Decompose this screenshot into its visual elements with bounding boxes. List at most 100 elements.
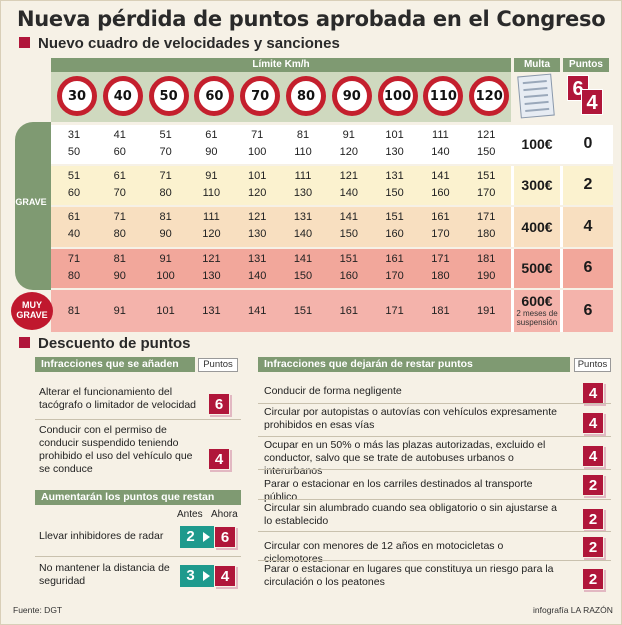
- fine-document-icon: [517, 73, 555, 119]
- speed-cell: 161 170: [372, 251, 418, 285]
- divider: [258, 560, 611, 561]
- divider: [35, 419, 241, 420]
- speed-to: 190: [477, 270, 496, 282]
- speed-limit-sign-7: 100: [377, 76, 418, 116]
- speed-to: 80: [159, 187, 172, 199]
- speed-cell: 131: [188, 303, 234, 320]
- speed-cell: 81 110: [280, 127, 326, 161]
- speed-to: 100: [156, 270, 175, 282]
- points-value: 2: [583, 176, 593, 193]
- stop-item-text: Circular con menores de 12 años en motoc…: [264, 540, 504, 565]
- stop-item-text: Parar o estacionar en lugares que consti…: [264, 563, 554, 588]
- stop-item-text: Ocupar en un 50% o más las plazas autori…: [264, 439, 546, 477]
- speed-cell: 151 160: [372, 209, 418, 243]
- speed-to: 180: [431, 270, 450, 282]
- speed-from: 61: [113, 170, 126, 182]
- speed-cell: 121 130: [234, 209, 280, 243]
- speed-to: 160: [339, 270, 358, 282]
- speed-from: 141: [248, 304, 267, 317]
- speed-from: 61: [205, 129, 218, 141]
- speed-cell: 111 130: [280, 168, 326, 202]
- stop-item-points: 4: [582, 412, 604, 434]
- speed-cell: 131 150: [372, 168, 418, 202]
- speed-to: 130: [385, 146, 404, 158]
- speed-to: 90: [205, 146, 218, 158]
- stop-item-text: Parar o estacionar en los carriles desti…: [264, 478, 533, 503]
- speed-cell: 171: [372, 303, 418, 320]
- speed-to: 100: [248, 146, 267, 158]
- column-separator: [560, 125, 563, 164]
- increased-item-1-after: 6: [214, 526, 236, 548]
- speed-to: 150: [339, 228, 358, 240]
- speed-to: 140: [339, 187, 358, 199]
- page-title: Nueva pérdida de puntos aprobada en el C…: [17, 7, 606, 31]
- speed-from: 121: [339, 170, 358, 182]
- speed-cell: 131 140: [234, 251, 280, 285]
- speed-from: 171: [477, 211, 496, 223]
- speed-row-2: 61 40 71 80 81 90 111 120 121 130 131 140 141 150 151 1…: [51, 207, 613, 247]
- speed-from: 131: [385, 170, 404, 182]
- fine-note: 2 meses de suspensión: [516, 309, 558, 327]
- speed-from: 71: [159, 170, 172, 182]
- multa-header: Multa: [514, 58, 560, 72]
- section-title-descuento: Descuento de puntos: [19, 335, 191, 352]
- added-item-1-points: 6: [208, 393, 230, 415]
- divider: [258, 499, 611, 500]
- speed-from: 111: [203, 211, 220, 223]
- speed-to: 120: [248, 187, 267, 199]
- speed-cell: 101 130: [372, 127, 418, 161]
- speed-to: 110: [202, 187, 221, 199]
- divider: [35, 556, 241, 557]
- points-cards-icon: 6 4: [567, 75, 605, 119]
- stop-item-text: Circular sin alumbrado cuando sea obliga…: [264, 502, 557, 527]
- speed-from: 41: [113, 129, 126, 141]
- speed-to: 80: [113, 228, 126, 240]
- speed-cell: 51 70: [143, 127, 189, 161]
- credit-note: infografía LA RAZÓN: [533, 605, 613, 615]
- column-separator: [560, 290, 563, 332]
- speed-cell: 91 100: [143, 251, 189, 285]
- grave-label: GRAVE: [15, 197, 47, 207]
- speed-cell: 41 60: [97, 127, 143, 161]
- added-item-1-text: Alterar el funcionamiento del tacógrafo …: [39, 386, 197, 411]
- speed-to: 120: [339, 146, 358, 158]
- source-note: Fuente: DGT: [13, 605, 63, 615]
- speed-cell: 61 90: [188, 127, 234, 161]
- speed-to: 150: [293, 270, 313, 282]
- speed-limit-sign-6: 90: [331, 76, 372, 116]
- stop-item-points: 2: [582, 536, 604, 558]
- divider: [258, 403, 611, 404]
- speed-from: 171: [431, 253, 450, 265]
- speed-from: 101: [385, 129, 404, 141]
- points-value: 6: [583, 301, 593, 319]
- speed-to: 90: [159, 228, 172, 240]
- speed-from: 101: [248, 170, 267, 182]
- speed-from: 71: [251, 129, 264, 141]
- speed-from: 121: [202, 253, 221, 265]
- speed-cell: 71 100: [234, 127, 280, 161]
- speed-cell: 141 160: [417, 168, 463, 202]
- speed-from: 151: [339, 253, 358, 265]
- speed-from: 181: [431, 304, 450, 317]
- speed-limit-sign-8: 110: [423, 76, 464, 116]
- speed-to: 170: [385, 270, 404, 282]
- speed-cell: 151 170: [463, 168, 509, 202]
- speed-from: 161: [431, 211, 450, 223]
- puntos-header: Puntos: [563, 58, 609, 72]
- speed-from: 131: [293, 211, 313, 223]
- speed-from: 191: [477, 304, 496, 317]
- speed-from: 131: [202, 304, 221, 317]
- stop-points-header: Puntos: [574, 358, 611, 372]
- increased-item-2-before: 3: [180, 565, 201, 587]
- stop-item-points: 2: [582, 474, 604, 496]
- speed-from: 151: [293, 304, 313, 317]
- speed-cell: 101 120: [234, 168, 280, 202]
- speed-cell: 51 60: [51, 168, 97, 202]
- speed-cell: 71 80: [51, 251, 97, 285]
- speed-to: 60: [67, 187, 81, 199]
- divider: [258, 469, 611, 470]
- speed-row-0: 31 50 41 60 51 70 61 90 71 100 81 110 91 120 101 130 111…: [51, 125, 613, 164]
- speed-limit-sign-9: 120: [469, 76, 510, 116]
- speed-cell: 141 150: [280, 251, 326, 285]
